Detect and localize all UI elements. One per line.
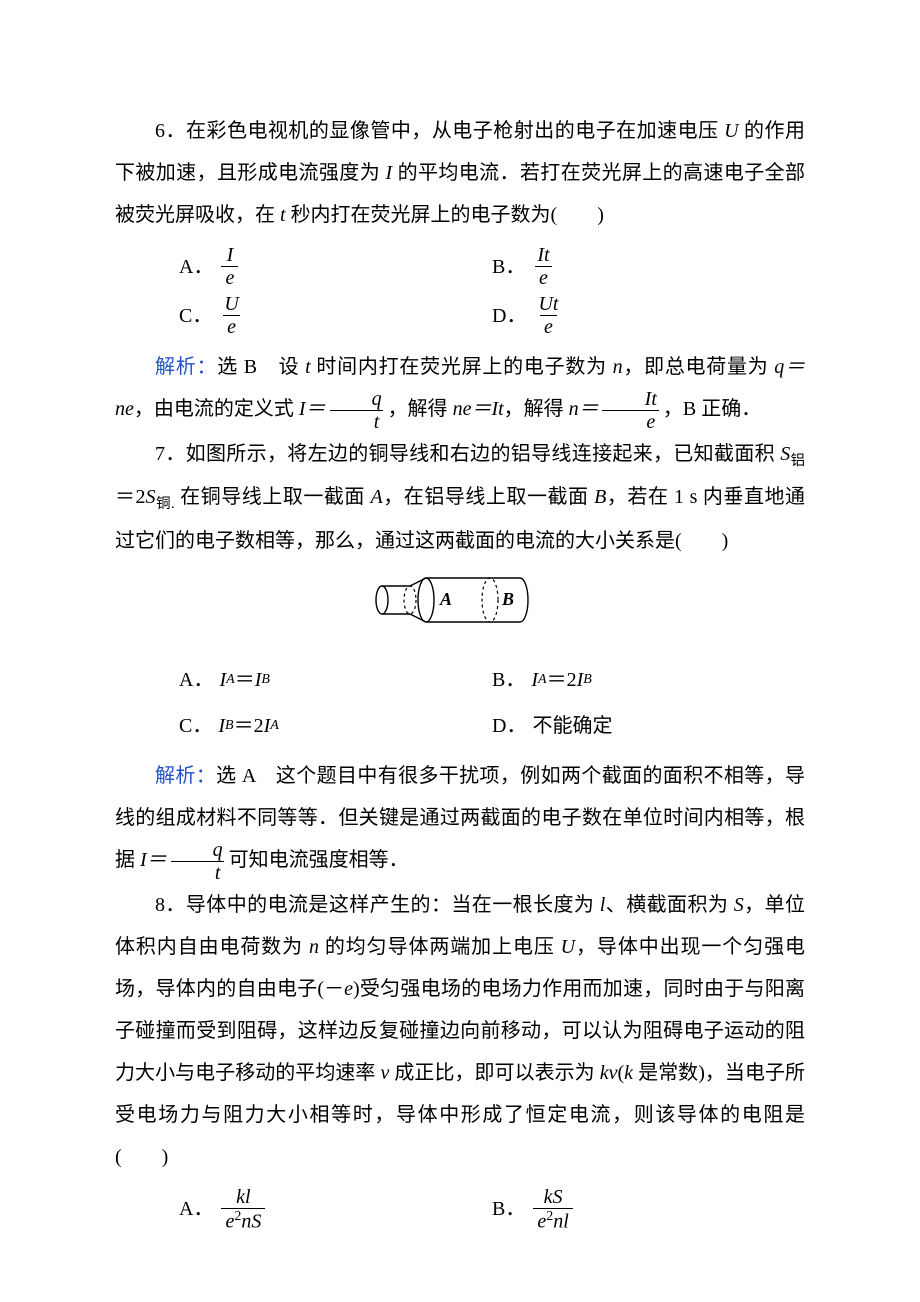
q6-option-D: D． Ut e bbox=[492, 293, 805, 338]
q7-option-C: C． IB＝2IA bbox=[115, 705, 492, 747]
q6-analysis: 解析：选 B 设 t 时间内打在荧光屏上的电子数为 n，即总电荷量为 q＝ne，… bbox=[115, 346, 805, 433]
document-page: 6．在彩色电视机的显像管中，从电子枪射出的电子在加速电压 U 的作用下被加速，且… bbox=[0, 0, 920, 1302]
analysis-label: 解析： bbox=[155, 765, 216, 787]
fraction-U-over-e: U e bbox=[220, 293, 242, 338]
fraction-kl-over-e2nS: kl e2nS bbox=[221, 1186, 265, 1233]
q7-stem: 7．如图所示，将左边的铜导线和右边的铝导线连接起来，已知截面积 S铝＝2S铜. … bbox=[115, 433, 805, 562]
fraction-q-over-t: qt bbox=[328, 388, 386, 433]
q8-options: A． kl e2nS B． kS e2nl bbox=[115, 1186, 805, 1233]
fraction-q-over-t: qt bbox=[169, 839, 227, 884]
q6-number: 6． bbox=[155, 120, 186, 142]
analysis-label: 解析： bbox=[155, 356, 217, 378]
figure-label-A: A bbox=[439, 589, 452, 609]
wire-diagram-icon: A B bbox=[370, 572, 550, 628]
q6-option-B: B． It e bbox=[492, 244, 805, 289]
q6-option-A: A． I e bbox=[115, 244, 492, 289]
q7-options: A． IA＝IB B． IA＝2IB C． IB＝2IA D． 不能确定 bbox=[115, 659, 805, 747]
fraction-I-over-e: I e bbox=[221, 244, 238, 289]
q6-stem: 6．在彩色电视机的显像管中，从电子枪射出的电子在加速电压 U 的作用下被加速，且… bbox=[115, 110, 805, 236]
fraction-Ut-over-e: Ut e bbox=[534, 293, 562, 338]
q8-option-B: B． kS e2nl bbox=[492, 1186, 805, 1233]
q6-option-C: C． U e bbox=[115, 293, 492, 338]
q8-option-A: A． kl e2nS bbox=[115, 1186, 492, 1233]
fraction-It-over-e: Ite bbox=[601, 388, 661, 433]
fraction-It-over-e: It e bbox=[533, 244, 553, 289]
q8-number: 8． bbox=[155, 894, 186, 916]
q7-analysis: 解析：选 A 这个题目中有很多干扰项，例如两个截面的面积不相等，导线的组成材料不… bbox=[115, 755, 805, 884]
q7-option-D: D． 不能确定 bbox=[492, 705, 805, 747]
fraction-kS-over-e2nl: kS e2nl bbox=[533, 1186, 572, 1233]
figure-label-B: B bbox=[501, 589, 514, 609]
q7-number: 7． bbox=[155, 443, 186, 465]
q7-figure: A B bbox=[115, 572, 805, 643]
q8-stem: 8．导体中的电流是这样产生的：当在一根长度为 l、横截面积为 S，单位体积内自由… bbox=[115, 884, 805, 1178]
q6-options: A． I e B． It e C． U e bbox=[115, 244, 805, 338]
q7-option-A: A． IA＝IB bbox=[115, 659, 492, 701]
q7-option-B: B． IA＝2IB bbox=[492, 659, 805, 701]
